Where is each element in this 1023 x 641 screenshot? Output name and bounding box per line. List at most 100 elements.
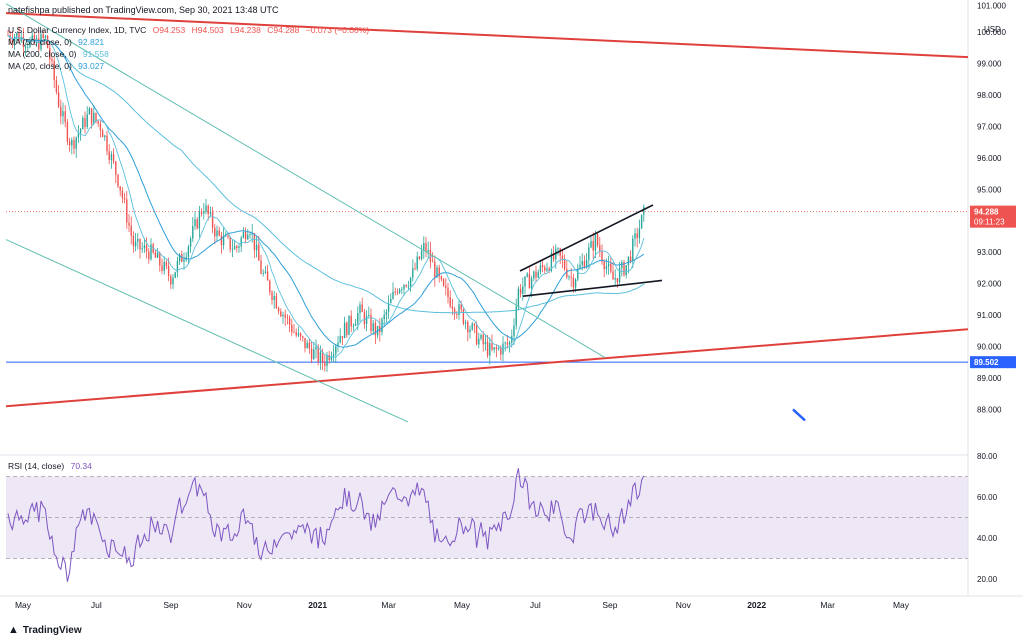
- candle-body: [119, 186, 121, 191]
- candle-body: [205, 205, 207, 212]
- close-value: C94.288: [267, 25, 300, 35]
- symbol-name[interactable]: U.S. Dollar Currency Index, 1D, TVC: [8, 25, 147, 35]
- candle-body: [132, 235, 135, 247]
- candle-body: [326, 355, 328, 367]
- candle-body: [381, 319, 383, 333]
- rsi-tick-label: 20.00: [977, 575, 998, 584]
- candle-body: [93, 112, 95, 124]
- candle-body: [445, 285, 447, 288]
- candle-body: [53, 61, 55, 81]
- candle-body: [18, 32, 20, 42]
- candle-body: [632, 238, 634, 262]
- rsi-label: RSI (14, close): [8, 461, 65, 471]
- x-tick-label: Mar: [820, 600, 835, 610]
- red-trendline-top: [5, 12, 969, 59]
- candle-body: [112, 154, 115, 162]
- candle-body: [266, 271, 269, 281]
- candle-body: [181, 254, 183, 262]
- candle-body: [447, 287, 449, 298]
- candle-body: [574, 279, 577, 288]
- candle-body: [161, 265, 163, 271]
- candle-body: [297, 333, 300, 336]
- candle-body: [216, 230, 218, 237]
- candle-body: [526, 273, 528, 277]
- y-tick-label: 93.000: [977, 248, 1002, 257]
- y-unit-label: USD: [984, 25, 1001, 34]
- candle-body: [317, 346, 319, 362]
- candle-body: [387, 303, 390, 312]
- rsi-legend[interactable]: RSI (14, close) 70.34: [8, 460, 96, 472]
- candle-body: [143, 245, 146, 249]
- candle-body: [464, 322, 467, 324]
- ma20-row[interactable]: MA (20, close, 0) 93.027: [8, 60, 373, 72]
- y-tick-label: 95.000: [977, 185, 1002, 194]
- candle-body: [460, 304, 462, 310]
- candle-body: [55, 80, 58, 93]
- candle-body: [84, 117, 86, 127]
- candle-body: [599, 245, 601, 252]
- candle-body: [64, 111, 66, 123]
- candle-body: [123, 197, 126, 200]
- candle-body: [346, 322, 348, 336]
- candle-body: [442, 279, 445, 286]
- candle-body: [106, 135, 108, 152]
- candle-body: [277, 308, 280, 312]
- x-tick-label: Jul: [530, 600, 541, 610]
- candle-body: [108, 151, 110, 161]
- candle-body: [365, 315, 368, 324]
- candle-body: [104, 135, 106, 138]
- candle-body: [280, 311, 282, 317]
- candle-body: [418, 256, 421, 259]
- candle-body: [66, 122, 69, 142]
- candle-body: [541, 265, 544, 268]
- candle-body: [462, 309, 465, 324]
- y-tick-label: 98.000: [977, 91, 1002, 100]
- y-tick-label: 92.000: [977, 280, 1002, 289]
- x-tick-label: May: [15, 600, 32, 610]
- footer-brand[interactable]: ▲ TradingView: [8, 624, 82, 636]
- candle-body: [38, 38, 40, 50]
- candle-body: [16, 32, 18, 37]
- symbol-row: U.S. Dollar Currency Index, 1D, TVC O94.…: [8, 24, 373, 36]
- candle-body: [315, 346, 317, 350]
- candle-body: [570, 276, 572, 278]
- candle-body: [414, 268, 416, 270]
- candle-body: [370, 314, 372, 332]
- candle-body: [431, 261, 434, 263]
- candle-body: [368, 314, 370, 316]
- candle-body: [284, 314, 286, 318]
- candle-body: [79, 129, 82, 134]
- candle-body: [222, 236, 225, 246]
- candle-body: [550, 252, 553, 271]
- candle-body: [423, 243, 425, 251]
- candle-body: [189, 238, 192, 247]
- rsi-tick-label: 60.00: [977, 493, 998, 502]
- candle-body: [634, 233, 636, 239]
- x-tick-label: Mar: [381, 600, 396, 610]
- candle-body: [618, 267, 621, 283]
- y-tick-label: 90.000: [977, 343, 1002, 352]
- candle-body: [313, 349, 315, 360]
- candle-body: [434, 261, 436, 278]
- candle-body: [592, 241, 594, 251]
- candle-body: [178, 254, 181, 262]
- candle-body: [363, 312, 366, 324]
- ma20-label: MA (20, close, 0): [8, 61, 72, 71]
- candle-body: [167, 266, 170, 276]
- candle-body: [242, 231, 245, 238]
- candle-body: [73, 139, 75, 149]
- x-tick-label: Nov: [676, 600, 692, 610]
- candle-body: [588, 247, 590, 260]
- ma200-row[interactable]: MA (200, close, 0) 91.558: [8, 48, 373, 60]
- candle-body: [409, 277, 412, 287]
- candle-body: [253, 232, 256, 251]
- candle-body: [486, 341, 489, 356]
- ma50-row[interactable]: MA (50, close, 0) 92.821: [8, 36, 373, 48]
- candle-body: [610, 263, 612, 272]
- candle-body: [319, 352, 322, 362]
- candle-body: [590, 241, 592, 248]
- candle-body: [456, 313, 458, 315]
- candle-body: [451, 306, 454, 309]
- candle-body: [130, 225, 132, 236]
